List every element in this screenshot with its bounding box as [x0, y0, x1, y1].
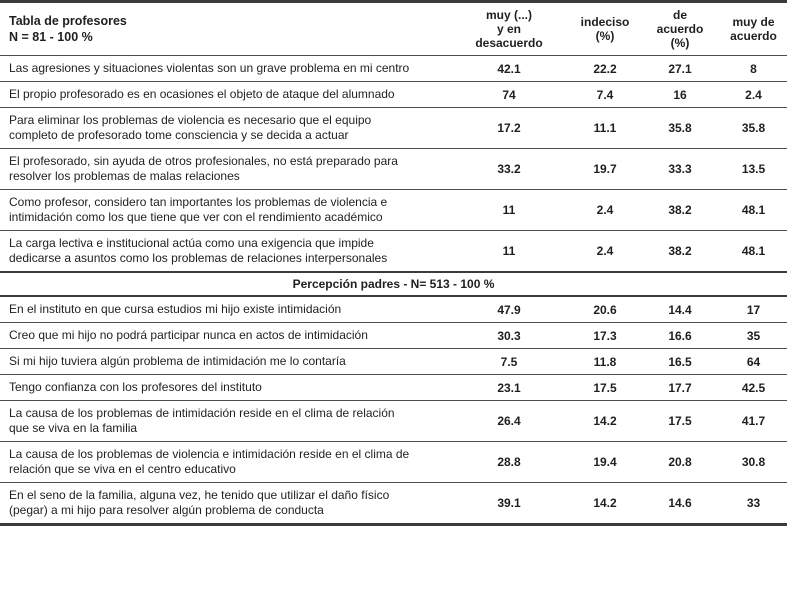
section-header-row: Percepción padres - N= 513 - 100 %: [0, 271, 787, 297]
question-text: Creo que mi hijo no podrá participar nun…: [0, 322, 448, 349]
value-cell: 33: [720, 482, 787, 525]
value-cell: 23.1: [448, 374, 570, 401]
value-cell: 39.1: [448, 482, 570, 525]
value-cell: 48.1: [720, 230, 787, 273]
value-cell: 19.4: [570, 441, 640, 483]
value-cell: 16.5: [640, 348, 720, 375]
value-cell: 38.2: [640, 230, 720, 273]
value-cell: 47.9: [448, 296, 570, 323]
table-row: En el seno de la familia, alguna vez, he…: [0, 482, 787, 525]
value-cell: 14.4: [640, 296, 720, 323]
table-row: Tengo confianza con los profesores del i…: [0, 374, 787, 401]
column-header-muy-de-acuerdo: muy de acuerdo: [720, 1, 787, 56]
value-cell: 17.3: [570, 322, 640, 349]
value-cell: 38.2: [640, 189, 720, 231]
table-row: El profesorado, sin ayuda de otros profe…: [0, 148, 787, 190]
question-text: La causa de los problemas de intimidació…: [0, 400, 448, 442]
value-cell: 17.2: [448, 107, 570, 149]
value-cell: 27.1: [640, 55, 720, 82]
value-cell: 17.5: [640, 400, 720, 442]
table-row: La causa de los problemas de violencia e…: [0, 441, 787, 483]
value-cell: 26.4: [448, 400, 570, 442]
question-text: La causa de los problemas de violencia e…: [0, 441, 448, 483]
value-cell: 17.5: [570, 374, 640, 401]
table-row: La causa de los problemas de intimidació…: [0, 400, 787, 442]
question-text: El propio profesorado es en ocasiones el…: [0, 81, 448, 108]
value-cell: 14.6: [640, 482, 720, 525]
value-cell: 2.4: [720, 81, 787, 108]
table-row: Como profesor, considero tan importantes…: [0, 189, 787, 231]
value-cell: 14.2: [570, 482, 640, 525]
value-cell: 7.4: [570, 81, 640, 108]
table-row: Creo que mi hijo no podrá participar nun…: [0, 322, 787, 349]
value-cell: 30.3: [448, 322, 570, 349]
value-cell: 20.8: [640, 441, 720, 483]
value-cell: 28.8: [448, 441, 570, 483]
value-cell: 11: [448, 189, 570, 231]
column-header-muy-en-desacuerdo: muy (...) y en desacuerdo: [448, 1, 570, 56]
value-cell: 64: [720, 348, 787, 375]
value-cell: 41.7: [720, 400, 787, 442]
value-cell: 20.6: [570, 296, 640, 323]
value-cell: 11.1: [570, 107, 640, 149]
value-cell: 16.6: [640, 322, 720, 349]
value-cell: 35.8: [640, 107, 720, 149]
table-row: El propio profesorado es en ocasiones el…: [0, 81, 787, 108]
question-text: Como profesor, considero tan importantes…: [0, 189, 448, 231]
survey-results-table: Tabla de profesores N = 81 - 100 % muy (…: [0, 0, 787, 526]
value-cell: 14.2: [570, 400, 640, 442]
question-text: En el seno de la familia, alguna vez, he…: [0, 482, 448, 525]
value-cell: 35.8: [720, 107, 787, 149]
value-cell: 16: [640, 81, 720, 108]
question-text: Para eliminar los problemas de violencia…: [0, 107, 448, 149]
value-cell: 13.5: [720, 148, 787, 190]
value-cell: 33.2: [448, 148, 570, 190]
question-text: En el instituto en que cursa estudios mi…: [0, 296, 448, 323]
value-cell: 2.4: [570, 230, 640, 273]
question-text: Si mi hijo tuviera algún problema de int…: [0, 348, 448, 375]
value-cell: 74: [448, 81, 570, 108]
value-cell: 48.1: [720, 189, 787, 231]
value-cell: 17.7: [640, 374, 720, 401]
table-row: Si mi hijo tuviera algún problema de int…: [0, 348, 787, 375]
table-row: Las agresiones y situaciones violentas s…: [0, 55, 787, 82]
value-cell: 22.2: [570, 55, 640, 82]
value-cell: 11.8: [570, 348, 640, 375]
question-text: La carga lectiva e institucional actúa c…: [0, 230, 448, 273]
value-cell: 7.5: [448, 348, 570, 375]
value-cell: 11: [448, 230, 570, 273]
value-cell: 35: [720, 322, 787, 349]
table-row: Para eliminar los problemas de violencia…: [0, 107, 787, 149]
value-cell: 2.4: [570, 189, 640, 231]
question-text: Las agresiones y situaciones violentas s…: [0, 55, 448, 82]
value-cell: 33.3: [640, 148, 720, 190]
value-cell: 42.5: [720, 374, 787, 401]
section-header-padres: Percepción padres - N= 513 - 100 %: [0, 271, 787, 297]
column-header-indeciso: indeciso (%): [570, 1, 640, 56]
column-header-de-acuerdo: de acuerdo (%): [640, 1, 720, 56]
value-cell: 42.1: [448, 55, 570, 82]
value-cell: 17: [720, 296, 787, 323]
question-text: El profesorado, sin ayuda de otros profe…: [0, 148, 448, 190]
value-cell: 30.8: [720, 441, 787, 483]
value-cell: 8: [720, 55, 787, 82]
value-cell: 19.7: [570, 148, 640, 190]
table-row: La carga lectiva e institucional actúa c…: [0, 230, 787, 273]
table-row: En el instituto en que cursa estudios mi…: [0, 296, 787, 323]
table-title: Tabla de profesores N = 81 - 100 %: [0, 1, 448, 56]
question-text: Tengo confianza con los profesores del i…: [0, 374, 448, 401]
table-header-row: Tabla de profesores N = 81 - 100 % muy (…: [0, 1, 787, 56]
